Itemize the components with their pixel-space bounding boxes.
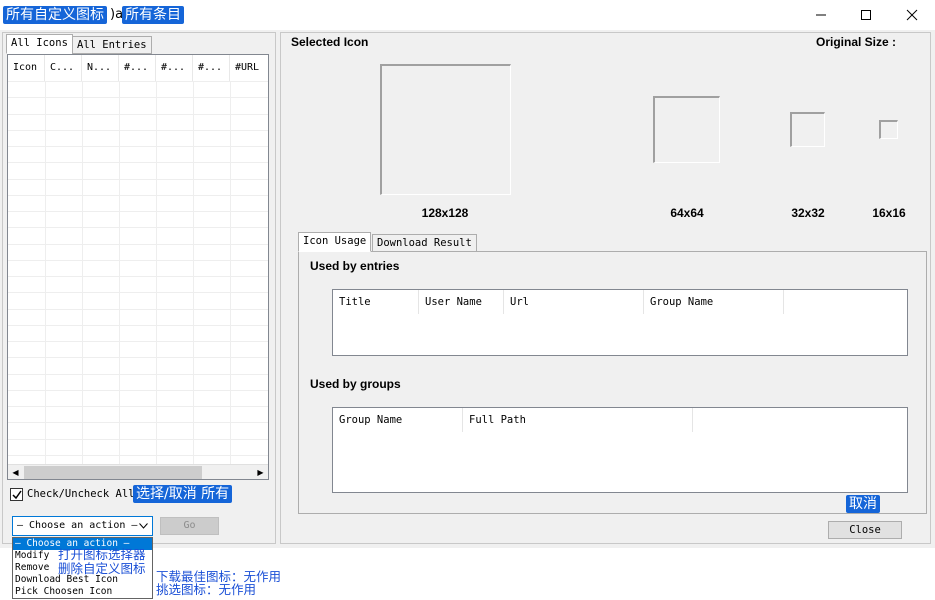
close-icon bbox=[906, 9, 918, 21]
grid-row-line bbox=[8, 406, 268, 407]
check-all-checkbox[interactable] bbox=[10, 488, 23, 501]
size-label-128: 128x128 bbox=[421, 206, 469, 220]
annotation-check-all: 选择/取消 所有 bbox=[133, 485, 233, 503]
check-all-label[interactable]: Check/Uncheck All bbox=[27, 488, 135, 500]
used-by-entries-label: Used by entries bbox=[310, 259, 400, 273]
column-header-num-3[interactable]: #... bbox=[193, 55, 230, 81]
grid-row-line bbox=[8, 113, 268, 115]
action-dropdown-list[interactable]: — Choose an action — Modify Remove Downl… bbox=[12, 537, 153, 599]
annotation-remove: 删除自定义图标 bbox=[58, 561, 146, 576]
checkmark-icon bbox=[11, 490, 22, 499]
grid-row-line bbox=[8, 243, 268, 245]
grid-row-line bbox=[8, 308, 268, 310]
close-button[interactable]: Close bbox=[828, 521, 902, 539]
close-window-button[interactable] bbox=[889, 0, 935, 30]
column-header-num-1[interactable]: #... bbox=[119, 55, 156, 81]
grid-row-line bbox=[8, 389, 268, 391]
grid-row-line bbox=[8, 194, 268, 196]
minimize-button[interactable] bbox=[798, 0, 844, 30]
grid-row-line bbox=[8, 97, 268, 99]
chevron-down-icon bbox=[139, 523, 148, 529]
grid-row-line bbox=[8, 373, 268, 375]
grid-row-line bbox=[8, 178, 268, 180]
preview-128 bbox=[380, 64, 511, 195]
grid-row-line bbox=[8, 81, 268, 82]
grid-row-line bbox=[8, 276, 268, 277]
tab-all-icons[interactable]: All Icons bbox=[6, 34, 73, 54]
minimize-icon bbox=[816, 14, 826, 16]
scroll-right-arrow-icon[interactable]: ▶ bbox=[257, 468, 264, 477]
grid-row-line bbox=[8, 259, 268, 261]
preview-16 bbox=[879, 120, 898, 139]
groups-list[interactable]: Group Name Full Path bbox=[332, 407, 908, 493]
action-select-value: — Choose an action — bbox=[17, 520, 138, 531]
scroll-thumb[interactable] bbox=[24, 466, 202, 479]
icons-list[interactable]: Icon C... N... #... #... #... #URL ◀ ▶ bbox=[7, 54, 269, 480]
grid-row-line bbox=[8, 422, 268, 424]
annotation-pick-icon: 挑选图标：无作用 bbox=[156, 582, 257, 597]
column-header-group-name[interactable]: Group Name bbox=[644, 290, 784, 314]
entries-list[interactable]: Title User Name Url Group Name bbox=[332, 289, 908, 356]
maximize-button[interactable] bbox=[843, 0, 889, 30]
column-header-url[interactable]: #URL bbox=[230, 55, 268, 81]
dropdown-option-modify[interactable]: Modify bbox=[15, 550, 50, 561]
grid-row-line bbox=[8, 438, 268, 440]
grid-column-line bbox=[230, 81, 231, 471]
dropdown-option-choose[interactable]: — Choose an action — bbox=[13, 538, 152, 550]
grid-row-line bbox=[8, 129, 268, 131]
horizontal-scrollbar[interactable]: ◀ ▶ bbox=[8, 464, 268, 479]
grid-row-line bbox=[8, 292, 268, 294]
tab-download-result[interactable]: Download Result bbox=[372, 234, 477, 252]
dropdown-option-download-best-icon[interactable]: Download Best Icon bbox=[15, 574, 118, 585]
tab-all-entries[interactable]: All Entries bbox=[72, 36, 152, 54]
window-title-prefix: )a bbox=[110, 7, 124, 22]
dropdown-option-pick-choosen-icon[interactable]: Pick Choosen Icon bbox=[15, 586, 113, 597]
grid-column-line bbox=[82, 81, 83, 471]
grid-row-line bbox=[8, 227, 268, 229]
grid-row-line bbox=[8, 211, 268, 212]
size-label-32: 32x32 bbox=[791, 206, 825, 220]
column-header-full-path[interactable]: Full Path bbox=[463, 408, 693, 432]
grid-row-line bbox=[8, 162, 268, 164]
column-header-url[interactable]: Url bbox=[504, 290, 644, 314]
column-header-icon[interactable]: Icon bbox=[8, 55, 45, 81]
maximize-icon bbox=[861, 10, 871, 20]
action-select[interactable]: — Choose an action — bbox=[12, 516, 153, 536]
grid-row-line bbox=[8, 146, 268, 147]
go-button[interactable]: Go bbox=[160, 517, 219, 535]
annotation-all-entries: 所有条目 bbox=[122, 6, 184, 24]
preview-32 bbox=[790, 112, 825, 147]
column-header-count[interactable]: C... bbox=[45, 55, 82, 81]
grid-column-line bbox=[193, 81, 194, 471]
grid-column-line bbox=[45, 81, 46, 471]
used-by-groups-label: Used by groups bbox=[310, 377, 401, 391]
preview-64 bbox=[653, 96, 720, 163]
size-label-64: 64x64 bbox=[670, 206, 704, 220]
column-header-title[interactable]: Title bbox=[333, 290, 419, 314]
annotation-close: 取消 bbox=[846, 495, 880, 513]
tab-icon-usage[interactable]: Icon Usage bbox=[298, 232, 372, 252]
column-header-group-name[interactable]: Group Name bbox=[333, 408, 463, 432]
annotation-all-custom-icons: 所有自定义图标 bbox=[3, 6, 107, 24]
grid-column-line bbox=[156, 81, 157, 471]
selected-icon-label: Selected Icon bbox=[291, 35, 369, 49]
original-size-label: Original Size : bbox=[816, 35, 897, 49]
grid-column-line bbox=[119, 81, 120, 471]
dropdown-option-remove[interactable]: Remove bbox=[15, 562, 50, 573]
annotation-modify: 打开图标选择器 bbox=[58, 547, 146, 562]
grid-row-line bbox=[8, 341, 268, 342]
grid-row-line bbox=[8, 454, 268, 456]
column-header-user-name[interactable]: User Name bbox=[419, 290, 504, 314]
annotation-download-best-icon: 下载最佳图标：无作用 bbox=[156, 569, 282, 584]
size-label-16: 16x16 bbox=[872, 206, 906, 220]
title-bar[interactable]: 所有自定义图标 )a 所有条目 bbox=[0, 0, 935, 30]
column-header-num-2[interactable]: #... bbox=[156, 55, 193, 81]
grid-row-line bbox=[8, 357, 268, 359]
grid-row-line bbox=[8, 324, 268, 326]
column-header-name[interactable]: N... bbox=[82, 55, 119, 81]
scroll-left-arrow-icon[interactable]: ◀ bbox=[12, 468, 19, 477]
